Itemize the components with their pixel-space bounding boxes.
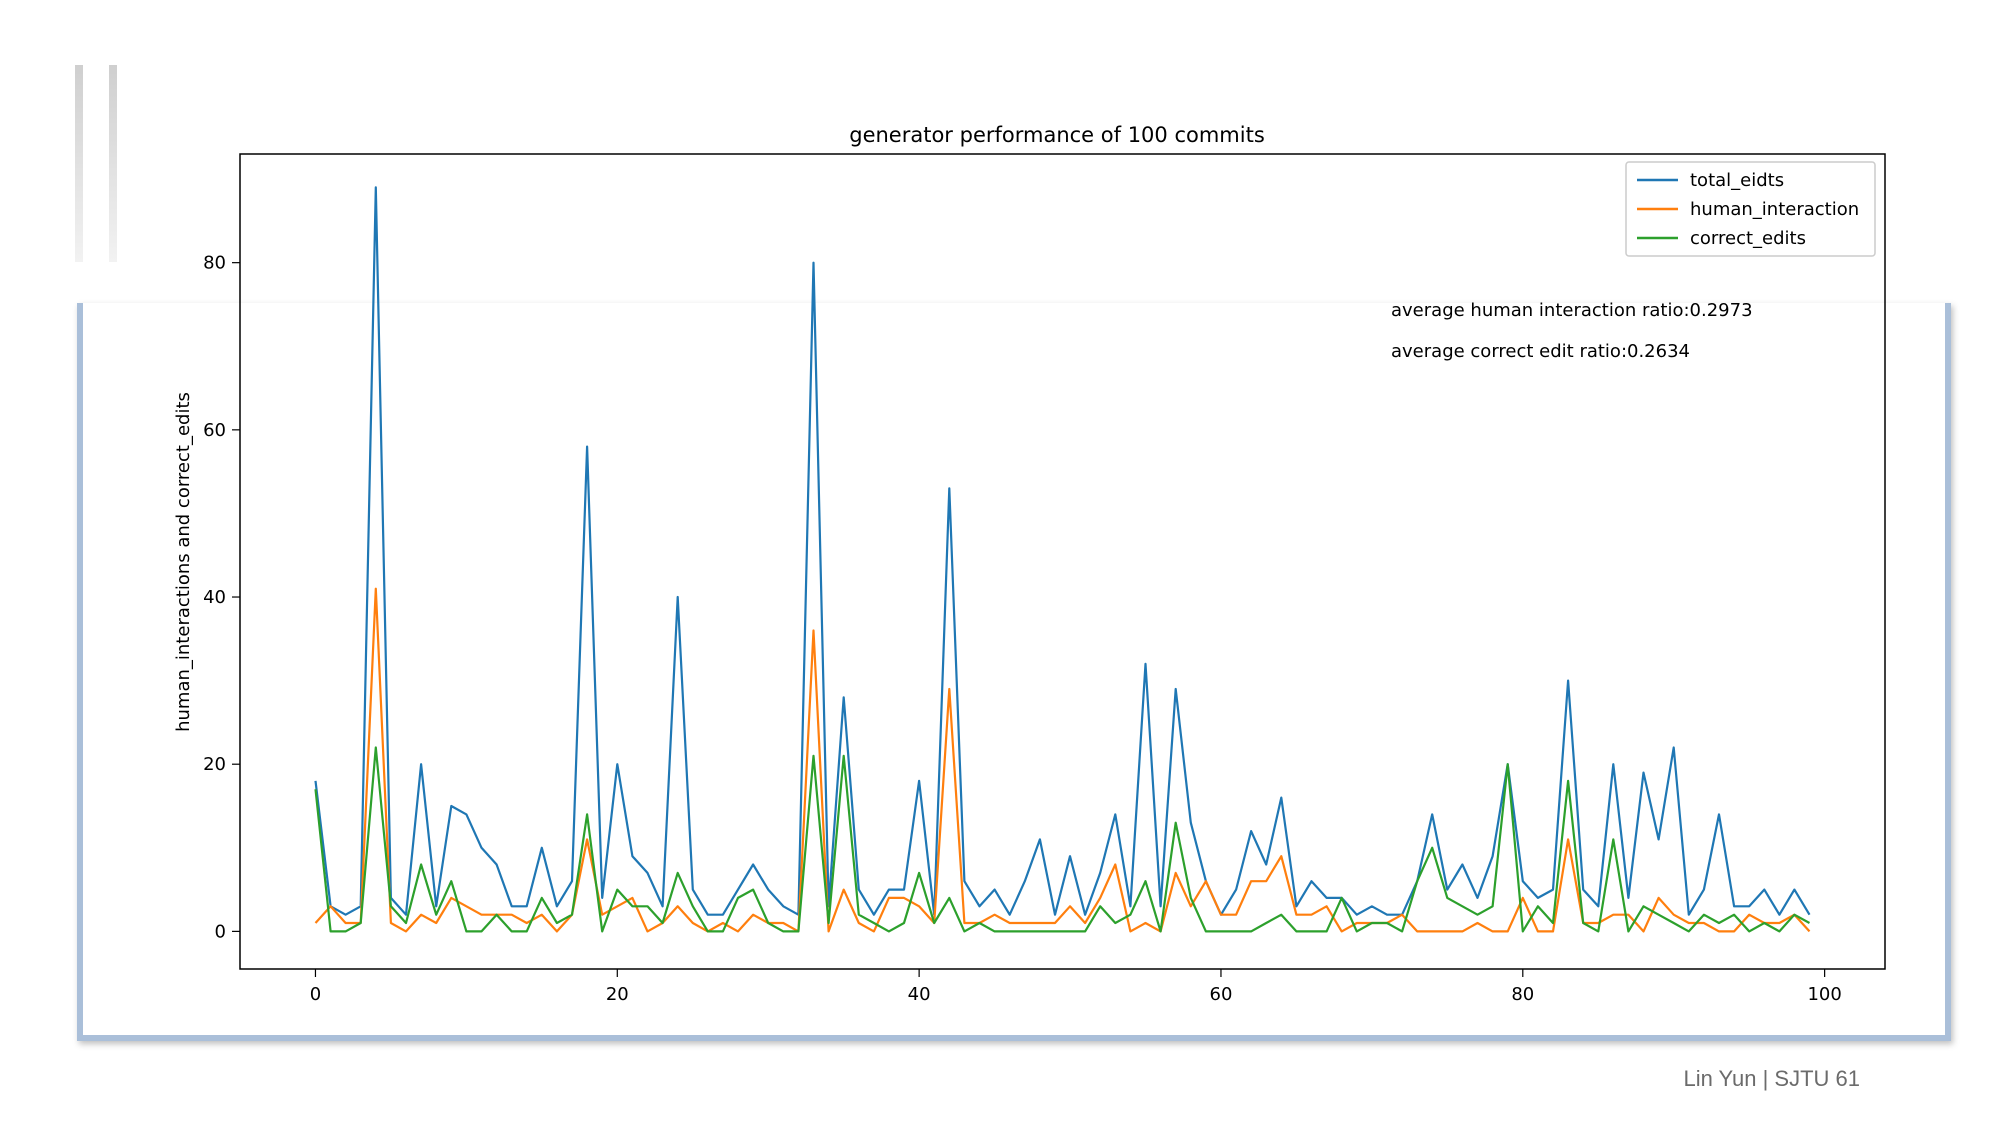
y-axis: 0 20 40 60 80 xyxy=(203,253,240,942)
x-tick-label: 0 xyxy=(310,984,321,1005)
legend: total_eidts human_interaction correct_edit… xyxy=(1625,161,1876,257)
x-tick-label: 60 xyxy=(1210,984,1233,1005)
legend-label: correct_edits xyxy=(1690,228,1806,249)
slide-frame xyxy=(77,303,1951,1041)
plot-area xyxy=(239,153,1886,970)
decorative-bar-2 xyxy=(109,65,117,262)
legend-label: human_interaction xyxy=(1690,199,1859,220)
chart-title: generator performance of 100 commits xyxy=(849,123,1265,147)
x-tick-label: 80 xyxy=(1511,984,1534,1005)
y-tick-label: 80 xyxy=(203,253,226,274)
y-tick-label: 60 xyxy=(203,420,226,441)
y-tick-label: 40 xyxy=(203,587,226,608)
x-tick-label: 20 xyxy=(606,984,629,1005)
series-lines xyxy=(314,186,1811,933)
series-line-total-eidts xyxy=(314,186,1811,916)
footer-text: Lin Yun | SJTU 61 xyxy=(1683,1066,1860,1091)
annotation-human-ratio: average human interaction ratio:0.2973 xyxy=(1391,300,1753,321)
y-tick-label: 0 xyxy=(215,921,226,942)
x-tick-label: 40 xyxy=(908,984,931,1005)
x-tick-label: 100 xyxy=(1807,984,1841,1005)
legend-label: total_eidts xyxy=(1690,170,1784,191)
y-axis-label: human_interactions and correct_edits xyxy=(173,392,194,732)
series-line-correct-edits xyxy=(314,746,1811,933)
annotation-correct-ratio: average correct edit ratio:0.2634 xyxy=(1391,341,1690,362)
legend-box xyxy=(1625,161,1876,257)
y-tick-label: 20 xyxy=(203,754,226,775)
x-axis: 0 20 40 60 80 100 xyxy=(310,969,1842,1005)
series-line-human-interaction xyxy=(314,587,1811,933)
decorative-bar-1 xyxy=(75,65,83,262)
